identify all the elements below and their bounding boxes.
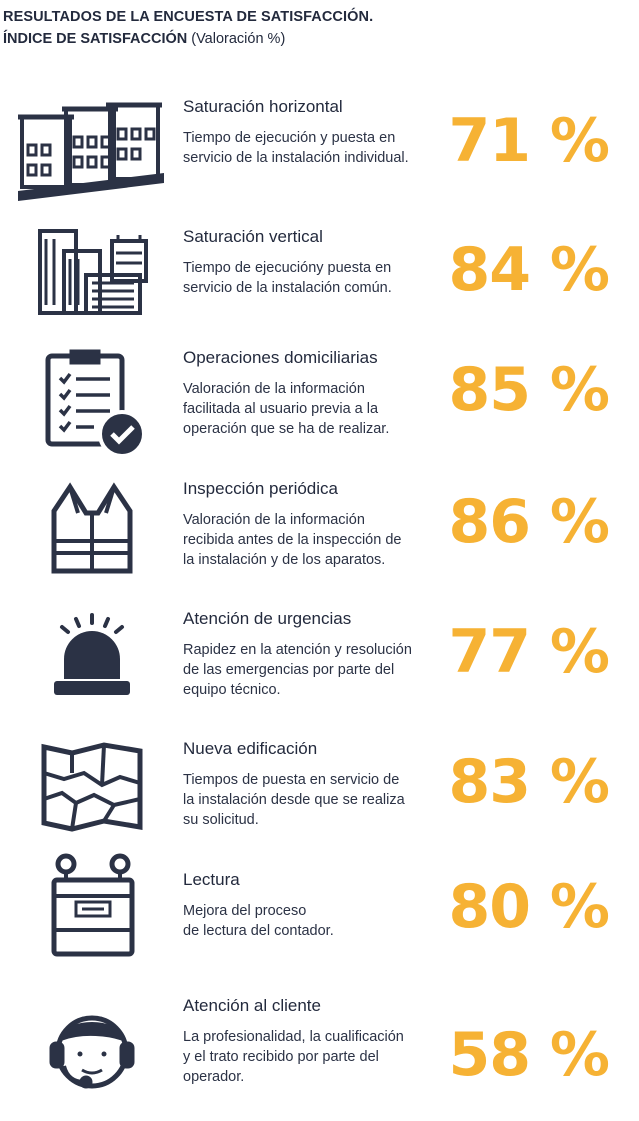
subtitle-light: (Valoración %) (191, 31, 286, 47)
item-title: Saturación horizontal (183, 97, 343, 116)
item-title: Lectura (183, 870, 240, 889)
item-percentage: 83 % (448, 747, 610, 817)
item-saturacion-vertical: Saturación vertical Tiempo de ejecucióny… (0, 226, 639, 352)
page-subtitle: ÍNDICE DE SATISFACCIÓN (Valoración %) (3, 28, 633, 50)
item-saturacion-horizontal: Saturación horizontal Tiempo de ejecució… (0, 96, 639, 222)
item-title: Operaciones domiciliarias (183, 348, 378, 367)
headset-operator-icon (14, 995, 170, 1105)
item-atencion-cliente: Atención al cliente La profesionalidad, … (0, 995, 639, 1121)
buildings-row-icon (14, 96, 170, 206)
item-title: Atención al cliente (183, 996, 321, 1015)
item-title: Nueva edificación (183, 739, 318, 758)
item-text: Operaciones domiciliarias Valoración de … (183, 347, 453, 439)
page-title: RESULTADOS DE LA ENCUESTA DE SATISFACCIÓ… (3, 9, 374, 25)
item-title: Inspección periódica (183, 479, 338, 498)
item-description: Valoración de la información facilitada … (183, 381, 390, 437)
skyscrapers-icon (14, 226, 170, 336)
header: RESULTADOS DE LA ENCUESTA DE SATISFACCIÓ… (3, 6, 633, 50)
item-percentage: 84 % (448, 235, 610, 305)
item-percentage: 58 % (448, 1020, 610, 1090)
item-percentage: 85 % (448, 355, 610, 425)
item-description: Mejora del proceso de lectura del contad… (183, 903, 334, 939)
item-description: Rapidez en la atención y resolución de l… (183, 642, 412, 698)
item-description: La profesionalidad, la cualificación y e… (183, 1029, 404, 1085)
item-lectura: Lectura Mejora del proceso de lectura de… (0, 853, 639, 995)
safety-vest-icon (14, 478, 170, 588)
map-icon (14, 738, 170, 848)
item-text: Lectura Mejora del proceso de lectura de… (183, 869, 453, 941)
item-atencion-urgencias: Atención de urgencias Rapidez en la aten… (0, 608, 639, 734)
item-description: Tiempo de ejecucióny puesta en servicio … (183, 260, 392, 296)
item-inspeccion-periodica: Inspección periódica Valoración de la in… (0, 478, 639, 604)
subtitle-strong: ÍNDICE DE SATISFACCIÓN (3, 31, 188, 47)
item-description: Tiempos de puesta en servicio de la inst… (183, 772, 405, 828)
item-text: Atención al cliente La profesionalidad, … (183, 995, 453, 1087)
item-percentage: 71 % (448, 106, 610, 176)
item-percentage: 77 % (448, 617, 610, 687)
item-percentage: 86 % (448, 487, 610, 557)
item-nueva-edificacion: Nueva edificación Tiempos de puesta en s… (0, 738, 639, 864)
item-text: Nueva edificación Tiempos de puesta en s… (183, 738, 453, 830)
item-text: Inspección periódica Valoración de la in… (183, 478, 453, 570)
item-operaciones-domiciliarias: Operaciones domiciliarias Valoración de … (0, 347, 639, 473)
item-percentage: 80 % (448, 872, 610, 942)
item-text: Atención de urgencias Rapidez en la aten… (183, 608, 453, 700)
clipboard-check-icon (14, 347, 170, 458)
item-title: Saturación vertical (183, 227, 323, 246)
item-text: Saturación horizontal Tiempo de ejecució… (183, 96, 453, 168)
item-description: Tiempo de ejecución y puesta en servicio… (183, 130, 409, 166)
item-description: Valoración de la información recibida an… (183, 512, 402, 568)
item-title: Atención de urgencias (183, 609, 352, 628)
alarm-light-icon (14, 608, 170, 718)
item-text: Saturación vertical Tiempo de ejecucióny… (183, 226, 453, 298)
gas-meter-icon (14, 847, 170, 965)
